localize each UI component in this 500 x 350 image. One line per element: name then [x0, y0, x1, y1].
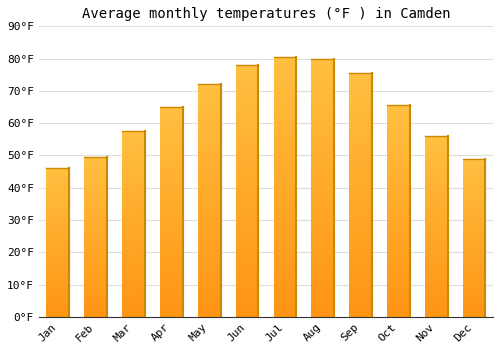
Title: Average monthly temperatures (°F ) in Camden: Average monthly temperatures (°F ) in Ca… [82, 7, 450, 21]
